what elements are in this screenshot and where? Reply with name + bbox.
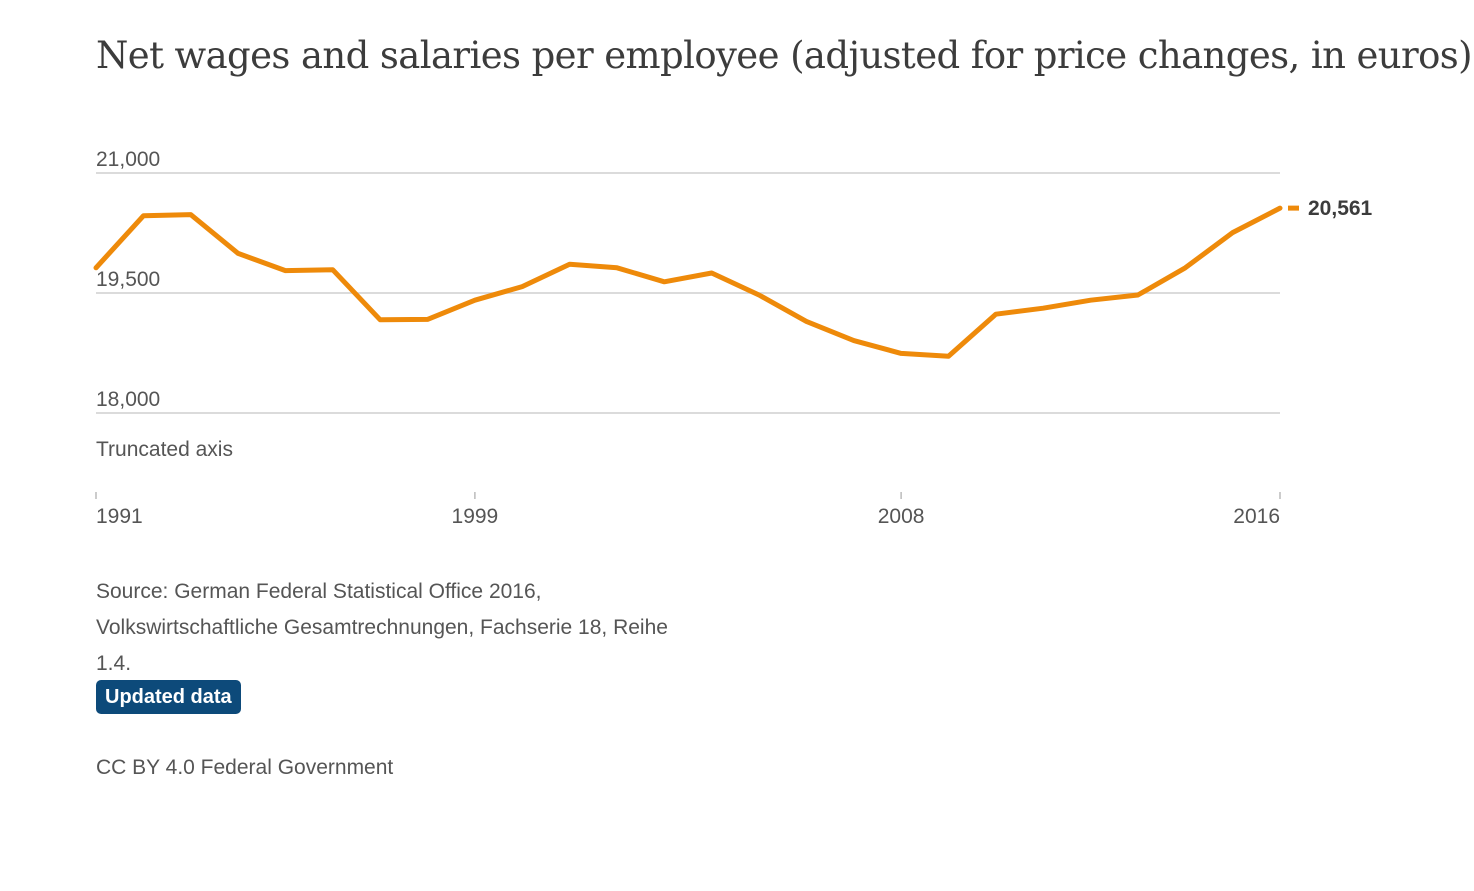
x-tick-label: 1991 <box>96 505 143 528</box>
source-text: Source: German Federal Statistical Offic… <box>96 580 668 675</box>
series-layer: 20,561 <box>93 197 1373 359</box>
grid-lines <box>96 172 1280 414</box>
x-tick-label: 2008 <box>878 505 925 528</box>
updated-data-button[interactable]: Updated data <box>96 680 241 714</box>
line-chart: 18,000 19,500 21,000 1991 1999 2008 2016 20,5… <box>93 148 1373 528</box>
x-tick-label: 2016 <box>1233 505 1280 528</box>
series-line <box>93 205 1283 359</box>
chart-title: Net wages and salaries per employee (adj… <box>96 34 1473 77</box>
y-tick-label: 19,500 <box>96 268 160 291</box>
license-text: CC BY 4.0 Federal Government <box>96 756 394 779</box>
x-tick-label: 1999 <box>452 505 499 528</box>
y-tick-label: 21,000 <box>96 148 160 171</box>
truncated-axis-note: Truncated axis <box>96 438 233 461</box>
end-value-label: 20,561 <box>1308 197 1373 220</box>
y-tick-label: 18,000 <box>96 388 160 411</box>
x-axis-ticks: 1991 1999 2008 2016 <box>95 492 1281 528</box>
y-axis-ticks: 18,000 19,500 21,000 <box>96 148 160 411</box>
